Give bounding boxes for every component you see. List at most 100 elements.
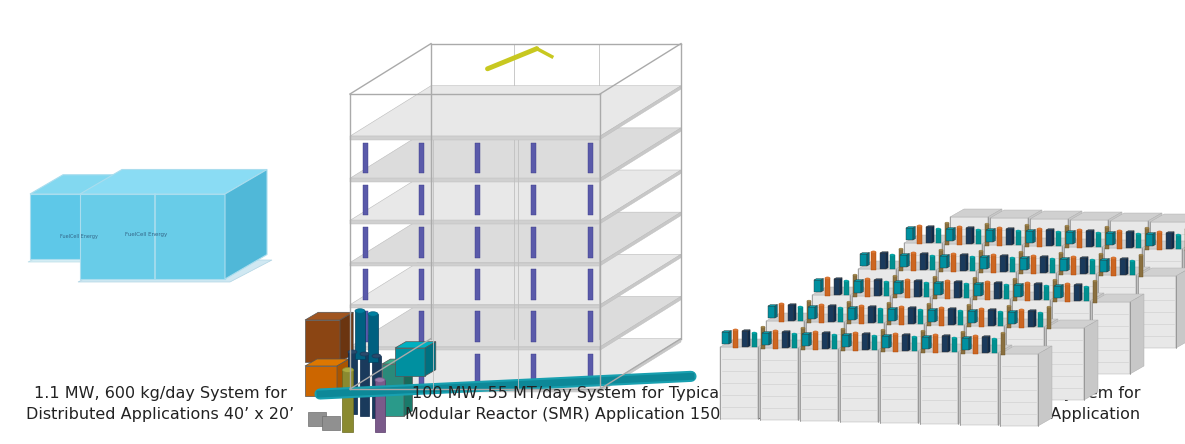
Polygon shape [886,324,924,396]
Ellipse shape [348,350,357,354]
Ellipse shape [1013,278,1017,280]
Polygon shape [886,316,939,324]
Ellipse shape [899,306,904,308]
Bar [322,416,340,430]
Polygon shape [1104,240,1157,248]
Bar [976,230,980,244]
Polygon shape [1142,240,1157,320]
Polygon shape [769,332,771,345]
Polygon shape [907,254,909,267]
Polygon shape [984,237,1036,245]
Polygon shape [794,304,796,321]
Polygon shape [812,287,864,295]
Polygon shape [840,350,878,422]
Text: 1.1 MW, 600 kg/day System for
Distributed Applications 40’ x 20’: 1.1 MW, 600 kg/day System for Distribute… [26,386,294,422]
Polygon shape [920,352,957,424]
Polygon shape [28,245,162,262]
Polygon shape [812,295,850,367]
Polygon shape [892,297,930,369]
Ellipse shape [930,255,935,257]
Bar [798,307,802,321]
Polygon shape [814,278,824,280]
Polygon shape [931,290,984,298]
Polygon shape [942,335,950,336]
Polygon shape [896,261,910,341]
Polygon shape [802,333,812,334]
Polygon shape [984,245,1021,317]
Polygon shape [1120,259,1126,275]
Polygon shape [1153,233,1155,246]
Polygon shape [914,280,922,281]
Ellipse shape [893,275,897,277]
Polygon shape [925,253,928,270]
Bar [363,185,367,215]
Polygon shape [980,257,987,269]
Polygon shape [920,254,925,270]
Polygon shape [1030,219,1068,291]
Bar [899,307,904,325]
Bar [890,255,895,269]
Polygon shape [843,333,851,335]
Ellipse shape [933,334,939,336]
Bar [531,227,537,258]
Bar [1071,257,1076,275]
Polygon shape [848,307,858,308]
Bar [363,353,367,384]
Polygon shape [1000,255,1008,256]
Polygon shape [1098,275,1136,347]
Polygon shape [946,229,953,241]
Ellipse shape [952,337,956,339]
Polygon shape [994,283,1000,299]
Polygon shape [1113,232,1115,245]
Polygon shape [1056,265,1070,345]
Bar [819,305,824,323]
Bar [952,254,956,272]
Polygon shape [934,283,941,295]
Bar [752,333,756,347]
Polygon shape [1021,237,1036,317]
Polygon shape [404,389,412,416]
Ellipse shape [1038,312,1043,314]
Ellipse shape [944,280,950,282]
Polygon shape [350,297,681,347]
Polygon shape [922,336,931,337]
Polygon shape [1070,212,1122,220]
Bar [475,270,480,300]
Polygon shape [867,333,870,350]
Polygon shape [998,345,1012,425]
Polygon shape [1176,268,1185,348]
Polygon shape [899,255,907,267]
Polygon shape [867,306,876,307]
Polygon shape [941,281,943,295]
Ellipse shape [884,281,889,283]
Polygon shape [901,281,903,294]
Bar [588,311,592,342]
Polygon shape [928,309,937,310]
Polygon shape [1012,228,1014,245]
Polygon shape [1104,248,1142,320]
Bar [308,412,326,426]
Bar [1093,281,1097,303]
Ellipse shape [859,305,864,307]
Polygon shape [1120,258,1128,259]
Ellipse shape [813,331,818,333]
Bar [374,380,385,432]
Polygon shape [382,394,404,416]
Polygon shape [1035,283,1042,284]
Polygon shape [337,359,350,396]
Polygon shape [931,226,934,243]
Polygon shape [920,280,922,297]
Ellipse shape [853,332,858,334]
Bar [1139,255,1144,277]
Ellipse shape [838,307,843,309]
Polygon shape [936,262,950,342]
Bar [991,255,997,273]
Polygon shape [834,279,840,295]
Bar [918,310,922,324]
Bar [348,352,357,414]
Bar [853,333,858,351]
Polygon shape [742,331,748,347]
Ellipse shape [992,338,997,340]
Polygon shape [1136,267,1149,347]
Ellipse shape [1136,233,1140,235]
